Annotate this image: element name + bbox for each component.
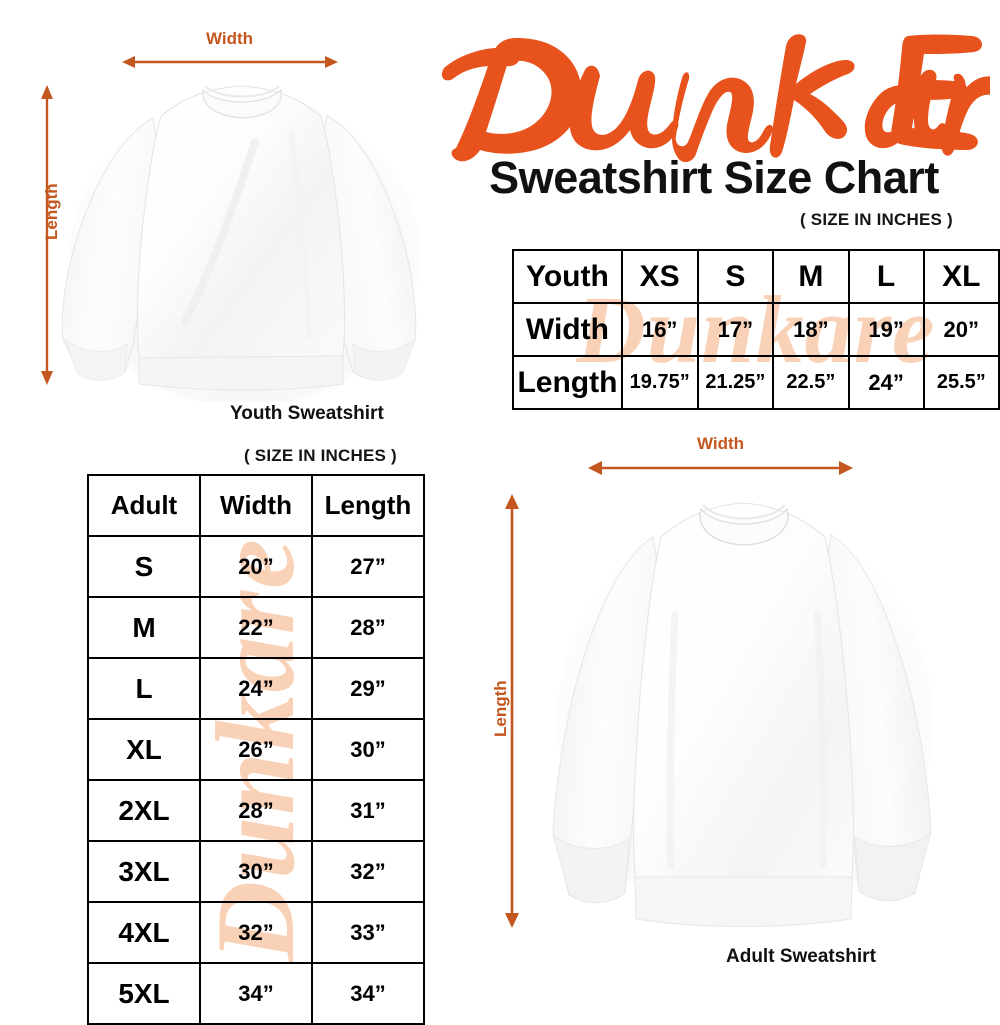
youth-size-units-note: ( SIZE IN INCHES ) <box>800 210 953 229</box>
youth-width-row-label: Width <box>512 302 623 357</box>
youth-length-xs: 19.75” <box>620 355 699 410</box>
adult-size-s: S <box>87 535 201 598</box>
youth-width-xl: 20” <box>922 302 1000 357</box>
adult-size-3xl: 3XL <box>87 840 201 903</box>
dunkare-logo <box>438 28 990 163</box>
youth-size-s: S <box>696 249 775 304</box>
adult-table-header-label: Adult <box>87 474 201 537</box>
youth-width-xs: 16” <box>620 302 699 357</box>
youth-sweatshirt-image <box>55 72 425 402</box>
youth-width-m: 18” <box>772 302 850 357</box>
adult-length-xl: 30” <box>311 718 425 781</box>
youth-width-s: 17” <box>696 302 775 357</box>
table-row: Youth XS S M L XL <box>512 249 1000 304</box>
adult-width-4xl: 32” <box>199 901 313 964</box>
adult-size-units-note: ( SIZE IN INCHES ) <box>244 446 397 465</box>
youth-length-row-label: Length <box>512 355 623 410</box>
adult-length-5xl: 34” <box>311 962 425 1025</box>
youth-length-s: 21.25” <box>696 355 775 410</box>
youth-width-l: 19” <box>847 302 925 357</box>
adult-width-arrow <box>588 458 853 478</box>
adult-size-4xl: 4XL <box>87 901 201 964</box>
adult-width-label: Width <box>697 434 745 453</box>
adult-sweatshirt-caption: Adult Sweatshirt <box>726 946 876 967</box>
adult-size-2xl: 2XL <box>87 779 201 842</box>
adult-size-l: L <box>87 657 201 720</box>
adult-length-label: Length <box>491 680 510 737</box>
youth-size-l: L <box>847 249 925 304</box>
page-title: Sweatshirt Size Chart <box>489 152 939 203</box>
adult-size-xl: XL <box>87 718 201 781</box>
adult-length-2xl: 31” <box>311 779 425 842</box>
youth-sweatshirt-caption: Youth Sweatshirt <box>230 403 384 424</box>
youth-length-label: Length <box>42 183 61 240</box>
table-row: 2XL 28” 31” <box>87 779 425 842</box>
adult-width-s: 20” <box>199 535 313 598</box>
youth-width-label: Width <box>206 29 254 48</box>
youth-length-m: 22.5” <box>772 355 850 410</box>
adult-size-5xl: 5XL <box>87 962 201 1025</box>
table-row: M 22” 28” <box>87 596 425 659</box>
size-chart-page: Width Length Youth Sweatshirt <box>37 28 1000 1025</box>
table-row: 4XL 32” 33” <box>87 901 425 964</box>
table-row: Length 19.75” 21.25” 22.5” 24” 25.5” <box>512 355 1000 410</box>
youth-size-xs: XS <box>620 249 699 304</box>
adult-length-3xl: 32” <box>311 840 425 903</box>
youth-length-xl: 25.5” <box>922 355 1000 410</box>
adult-length-4xl: 33” <box>311 901 425 964</box>
table-row: 3XL 30” 32” <box>87 840 425 903</box>
table-row: L 24” 29” <box>87 657 425 720</box>
adult-sweatshirt-image <box>545 495 940 935</box>
youth-width-arrow <box>122 52 338 72</box>
youth-size-m: M <box>772 249 850 304</box>
table-row: XL 26” 30” <box>87 718 425 781</box>
adult-size-m: M <box>87 596 201 659</box>
adult-size-table: Dunkare Adult Width Length S 20” 27” M 2… <box>87 474 425 1025</box>
table-row: 5XL 34” 34” <box>87 962 425 1025</box>
adult-width-5xl: 34” <box>199 962 313 1025</box>
adult-length-l: 29” <box>311 657 425 720</box>
youth-size-xl: XL <box>922 249 1000 304</box>
table-row: S 20” 27” <box>87 535 425 598</box>
adult-length-column-header: Length <box>311 474 425 537</box>
adult-length-s: 27” <box>311 535 425 598</box>
table-row: Width 16” 17” 18” 19” 20” <box>512 302 1000 357</box>
adult-length-m: 28” <box>311 596 425 659</box>
youth-size-table-grid: Youth XS S M L XL Width 16” 17” 18” 19” … <box>512 249 1000 410</box>
adult-width-m: 22” <box>199 596 313 659</box>
adult-length-arrow <box>502 494 522 928</box>
adult-size-table-grid: Adult Width Length S 20” 27” M 22” 28” L… <box>87 474 425 1025</box>
adult-width-column-header: Width <box>199 474 313 537</box>
adult-width-3xl: 30” <box>199 840 313 903</box>
adult-width-xl: 26” <box>199 718 313 781</box>
youth-length-l: 24” <box>847 355 925 410</box>
table-row: Adult Width Length <box>87 474 425 537</box>
adult-width-l: 24” <box>199 657 313 720</box>
adult-width-2xl: 28” <box>199 779 313 842</box>
youth-length-arrow <box>37 85 57 385</box>
youth-size-table: Dunkare Youth XS S M L XL Width 16” 17” … <box>512 249 1000 410</box>
youth-table-header-label: Youth <box>512 249 623 304</box>
